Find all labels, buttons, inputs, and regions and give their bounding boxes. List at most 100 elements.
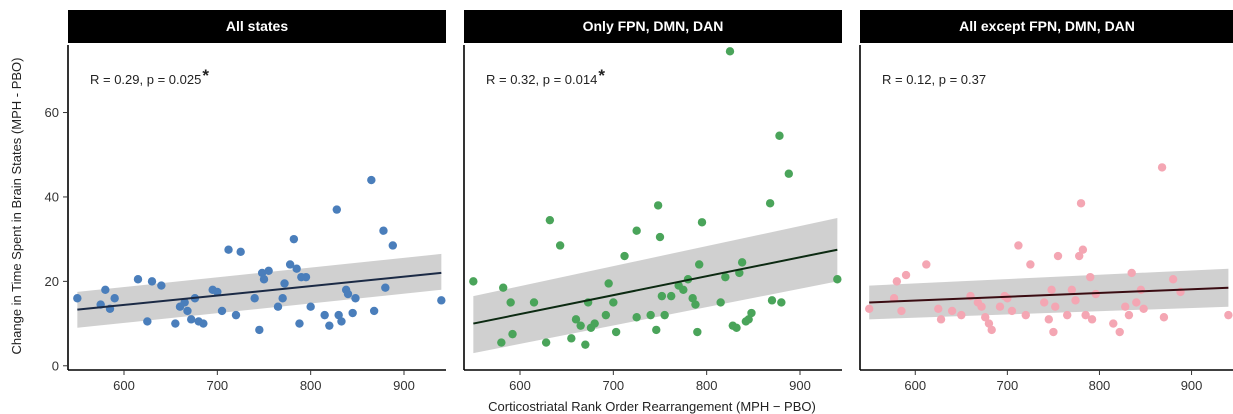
data-point: [1086, 272, 1095, 282]
data-point: [567, 334, 576, 343]
data-point: [1124, 310, 1134, 320]
data-point: [295, 319, 304, 328]
strip-bg-1: [68, 10, 446, 43]
data-point: [934, 304, 943, 313]
data-point: [101, 285, 110, 295]
strip-headers: All states Only FPN, DMN, DAN All except…: [68, 10, 1233, 43]
data-point: [609, 298, 618, 307]
data-point: [224, 245, 233, 254]
y-tick-label: 40: [45, 189, 59, 204]
data-point: [901, 270, 911, 280]
correlation-annotation: R = 0.29, p = 0.025: [90, 72, 201, 87]
data-point: [545, 215, 555, 225]
data-point: [1047, 285, 1056, 295]
data-point: [833, 275, 842, 284]
data-point: [1074, 251, 1084, 261]
data-point: [325, 321, 334, 330]
data-point: [499, 283, 508, 292]
data-point: [259, 275, 269, 284]
regression-line: [77, 271, 442, 311]
data-point: [653, 201, 663, 210]
data-point: [320, 310, 329, 320]
data-point: [601, 310, 611, 320]
data-point: [657, 291, 667, 301]
data-point: [1115, 327, 1124, 337]
data-point: [1063, 310, 1072, 320]
data-point: [571, 315, 581, 324]
data-point: [725, 47, 735, 56]
data-point: [576, 321, 585, 330]
data-point: [1026, 260, 1035, 269]
data-point: [691, 300, 700, 309]
data-point: [865, 304, 874, 313]
data-point: [984, 319, 994, 328]
data-point: [697, 218, 707, 227]
strip-bg-2: [464, 10, 842, 43]
data-point: [199, 319, 208, 328]
data-point: [1168, 275, 1178, 284]
strip-title-3: All except FPN, DMN, DAN: [959, 18, 1135, 34]
data-point: [257, 268, 267, 278]
data-point: [1081, 310, 1090, 320]
data-point: [747, 308, 756, 318]
x-tick-label: 900: [789, 378, 811, 393]
data-point: [367, 175, 376, 185]
strip-title-1: All states: [226, 18, 288, 34]
data-point: [133, 275, 143, 284]
data-point: [1136, 285, 1146, 295]
x-tick-label: 900: [1181, 378, 1203, 393]
data-point: [777, 298, 786, 307]
confidence-band: [473, 218, 838, 354]
data-point: [1014, 241, 1023, 250]
data-point: [889, 294, 899, 303]
data-point: [508, 329, 517, 339]
data-point: [369, 306, 379, 316]
x-tick-label: 600: [509, 378, 531, 393]
y-tick-label: 60: [45, 105, 59, 120]
data-point: [987, 325, 996, 335]
data-point: [611, 327, 621, 337]
panel-2: 600 700 800 900 R = 0.32, p = 0.014 *: [463, 45, 842, 393]
data-point: [1021, 310, 1030, 320]
data-point: [765, 199, 775, 208]
significance-star: *: [202, 66, 209, 85]
data-point: [1051, 302, 1060, 311]
data-point: [590, 319, 599, 328]
data-point: [236, 247, 245, 257]
data-point: [343, 289, 353, 299]
data-point: [541, 338, 551, 347]
significance-star: *: [598, 66, 605, 85]
data-point: [437, 296, 446, 305]
data-point: [721, 272, 730, 282]
data-point: [157, 281, 166, 290]
x-tick-label: 800: [696, 378, 718, 393]
y-tick-label: 20: [45, 274, 59, 289]
strip-title-2: Only FPN, DMN, DAN: [583, 18, 724, 34]
data-point: [147, 277, 157, 286]
data-point: [348, 308, 357, 318]
data-point: [947, 306, 957, 316]
data-point: [646, 310, 655, 320]
data-point: [143, 317, 152, 326]
data-point: [581, 340, 590, 349]
data-point: [217, 306, 227, 316]
data-point: [1003, 294, 1012, 303]
data-point: [655, 232, 665, 242]
data-point: [280, 279, 289, 288]
data-point: [660, 310, 669, 320]
data-point: [334, 310, 343, 320]
data-point: [351, 294, 360, 303]
data-point: [1053, 251, 1063, 261]
data-point: [529, 298, 539, 307]
data-point: [1139, 304, 1148, 313]
data-point: [292, 264, 301, 273]
data-point: [337, 317, 346, 326]
data-point: [667, 291, 676, 301]
regression-line: [473, 248, 838, 325]
data-point: [737, 258, 747, 267]
data-point: [767, 296, 777, 305]
data-point: [171, 319, 180, 328]
y-axis-title: Change in Time Spent in Brain States (MP…: [9, 58, 24, 355]
data-point: [652, 325, 661, 335]
